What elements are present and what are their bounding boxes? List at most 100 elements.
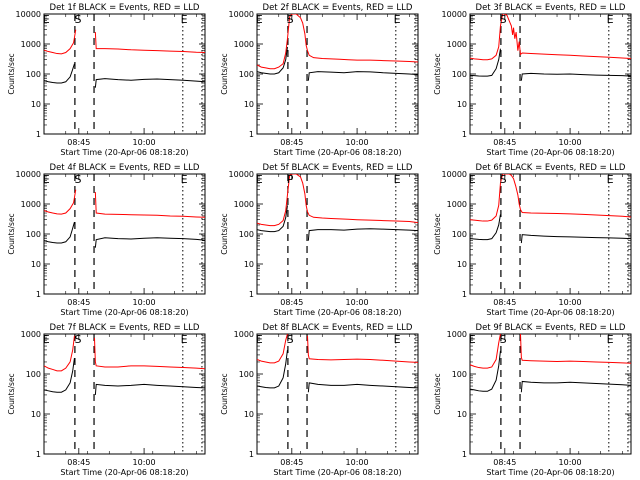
chart-title: Det 2f BLACK = Events, RED = LLD xyxy=(263,3,413,13)
y-tick-label: 10000 xyxy=(16,10,41,19)
y-tick-label: 100 xyxy=(239,230,254,239)
x-tick-label: 08:45 xyxy=(493,298,516,307)
series-group xyxy=(470,334,631,393)
y-tick-label: 1000 xyxy=(234,200,254,209)
plot-frame xyxy=(469,173,632,295)
y-tick-label: 100 xyxy=(452,370,467,379)
chart-title: Det 9f BLACK = Events, RED = LLD xyxy=(476,323,626,333)
chart-panel-9: Det 9f BLACK = Events, RED = LLD 1 10 100 10… xyxy=(433,323,632,477)
event-marker-label: E xyxy=(469,333,476,346)
x-tick-label: 10:00 xyxy=(559,458,582,467)
plot-frame xyxy=(43,333,206,455)
event-marker-label: E xyxy=(607,333,614,346)
y-tick-label: 10000 xyxy=(442,10,467,19)
event-marker-label: E xyxy=(469,173,476,186)
y-tick-label: 100 xyxy=(26,370,41,379)
y-tick-label: 1 xyxy=(36,450,41,459)
event-marker-label: E xyxy=(607,173,614,186)
y-axis-label: Counts/sec xyxy=(433,53,442,94)
y-tick-label: 10 xyxy=(31,260,41,269)
x-tick-label: 08:45 xyxy=(493,458,516,467)
chart-panel-6: Det 6f BLACK = Events, RED = LLD 1 10 100 10… xyxy=(433,163,632,317)
event-marker-label: S xyxy=(500,173,507,186)
y-tick-label: 10000 xyxy=(442,170,467,179)
series-line-lld xyxy=(44,335,205,372)
y-tick-label: 1000 xyxy=(234,330,254,339)
y-tick-label: 10 xyxy=(457,100,467,109)
plot-frame xyxy=(256,13,419,135)
x-axis-label: Start Time (20-Apr-06 08:18:20) xyxy=(273,148,401,157)
y-tick-label: 100 xyxy=(26,70,41,79)
chart-panel-1: Det 1f BLACK = Events, RED = LLD 1 10 100 10… xyxy=(7,3,206,157)
y-axis-label: Counts/sec xyxy=(7,373,16,414)
y-tick-label: 1 xyxy=(462,290,467,299)
event-marker-label: E xyxy=(469,13,476,26)
series-group xyxy=(44,29,205,88)
x-axis-label: Start Time (20-Apr-06 08:18:20) xyxy=(60,468,188,477)
chart-panel-5: Det 5f BLACK = Events, RED = LLD 1 10 100 10… xyxy=(220,163,419,317)
series-line-lld xyxy=(470,174,631,222)
y-tick-label: 10 xyxy=(457,410,467,419)
event-marker-label: E xyxy=(181,333,188,346)
y-axis-label: Counts/sec xyxy=(433,373,442,414)
y-axis-label: Counts/sec xyxy=(7,53,16,94)
chart-panel-2: Det 2f BLACK = Events, RED = LLD 1 10 100 10… xyxy=(220,3,419,157)
series-line-lld xyxy=(44,29,205,55)
y-tick-label: 10 xyxy=(244,260,254,269)
x-tick-label: 08:45 xyxy=(67,458,90,467)
x-tick-label: 10:00 xyxy=(133,138,156,147)
series-line-events xyxy=(44,63,205,88)
y-tick-label: 100 xyxy=(239,70,254,79)
y-tick-label: 1 xyxy=(249,130,254,139)
y-tick-label: 1000 xyxy=(447,330,467,339)
y-axis-label: Counts/sec xyxy=(220,213,229,254)
event-marker-label: E xyxy=(394,173,401,186)
y-tick-label: 10 xyxy=(244,100,254,109)
series-line-events xyxy=(470,214,631,244)
y-tick-label: 1000 xyxy=(21,40,41,49)
y-tick-label: 1 xyxy=(36,290,41,299)
y-tick-label: 1000 xyxy=(21,330,41,339)
series-line-lld xyxy=(257,174,418,227)
series-line-lld xyxy=(44,189,205,218)
x-axis-label: Start Time (20-Apr-06 08:18:20) xyxy=(273,468,401,477)
y-tick-label: 10000 xyxy=(16,170,41,179)
event-marker-label: E xyxy=(181,173,188,186)
event-marker-label: E xyxy=(181,13,188,26)
event-marker-label: E xyxy=(607,13,614,26)
chart-title: Det 1f BLACK = Events, RED = LLD xyxy=(50,3,200,13)
chart-title: Det 7f BLACK = Events, RED = LLD xyxy=(50,323,200,333)
plot-frame xyxy=(469,333,632,455)
x-tick-label: 08:45 xyxy=(280,298,303,307)
event-marker-label: P xyxy=(287,173,294,186)
event-marker-label: E xyxy=(256,173,263,186)
y-tick-label: 100 xyxy=(452,70,467,79)
series-line-events xyxy=(44,358,205,395)
y-tick-label: 1 xyxy=(249,290,254,299)
chart-panel-3: Det 3f BLACK = Events, RED = LLD 1 10 100 10… xyxy=(433,3,632,157)
y-axis-label: Counts/sec xyxy=(220,53,229,94)
x-tick-label: 08:45 xyxy=(280,138,303,147)
event-marker-label: S xyxy=(287,13,294,26)
chart-title: Det 6f BLACK = Events, RED = LLD xyxy=(476,163,626,173)
y-axis-label: Counts/sec xyxy=(433,213,442,254)
chart-title: Det 4f BLACK = Events, RED = LLD xyxy=(50,163,200,173)
x-axis-label: Start Time (20-Apr-06 08:18:20) xyxy=(486,148,614,157)
event-marker-label: S xyxy=(287,333,294,346)
chart-panel-4: Det 4f BLACK = Events, RED = LLD 1 10 100 10… xyxy=(7,163,206,317)
event-marker-label: E xyxy=(43,13,50,26)
event-marker-label: E xyxy=(256,13,263,26)
event-marker-label: E xyxy=(43,173,50,186)
y-tick-label: 1 xyxy=(462,130,467,139)
y-tick-label: 100 xyxy=(452,230,467,239)
x-axis-label: Start Time (20-Apr-06 08:18:20) xyxy=(486,468,614,477)
y-tick-label: 10 xyxy=(457,260,467,269)
x-tick-label: 08:45 xyxy=(280,458,303,467)
plot-frame xyxy=(256,333,419,455)
chart-title: Det 5f BLACK = Events, RED = LLD xyxy=(263,163,413,173)
y-tick-label: 1 xyxy=(249,450,254,459)
event-marker-label: S xyxy=(74,13,81,26)
chart-title: Det 3f BLACK = Events, RED = LLD xyxy=(476,3,626,13)
event-marker-label: E xyxy=(394,13,401,26)
series-group xyxy=(44,335,205,395)
